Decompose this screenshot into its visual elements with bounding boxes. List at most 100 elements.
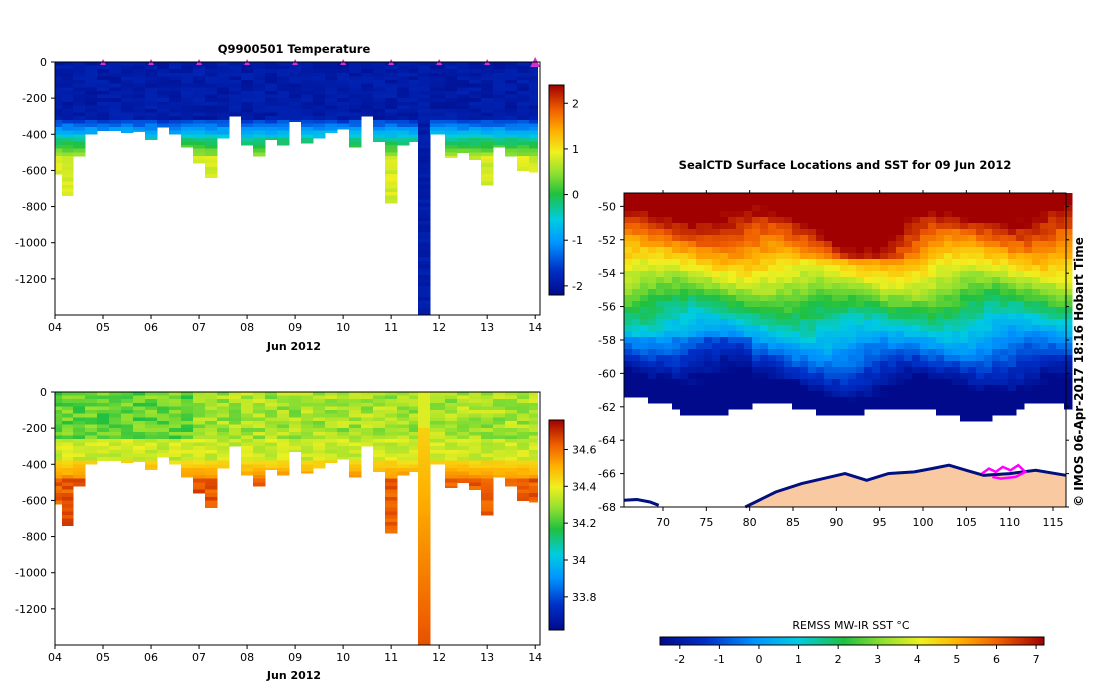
sst-cell	[856, 379, 865, 386]
sst-cell	[944, 313, 953, 320]
temperature-cell	[430, 108, 446, 113]
sst-cell	[952, 259, 961, 266]
sst-cell	[856, 253, 865, 260]
sst-cell	[744, 241, 753, 248]
sst-cell	[1040, 211, 1049, 218]
sst-cell	[712, 253, 721, 260]
sst-cell	[768, 349, 777, 356]
temperature-cell	[97, 108, 110, 113]
sst-cell	[720, 313, 729, 320]
salinity-cell	[457, 460, 470, 465]
salinity-cell	[73, 420, 86, 425]
salinity-cell	[418, 561, 431, 566]
sst-cell	[872, 289, 881, 296]
temperature-cell	[430, 101, 446, 106]
salinity-cell	[301, 420, 314, 425]
sst-cell	[880, 307, 889, 314]
sst-cell	[952, 301, 961, 308]
temperature-cell	[169, 90, 182, 95]
sst-cell	[912, 193, 921, 200]
sst-cell	[792, 223, 801, 230]
sst-cell	[912, 367, 921, 374]
sst-cell	[832, 373, 841, 380]
salinity-cell	[157, 453, 170, 458]
sst-cell	[1064, 205, 1073, 212]
temperature-cell	[301, 141, 314, 144]
sst-cell	[776, 211, 785, 218]
temperature-cell	[418, 94, 431, 99]
sst-cell	[624, 289, 633, 296]
sst-cell	[672, 379, 681, 386]
sst-cell	[816, 235, 825, 242]
salinity-cell	[145, 410, 158, 415]
salinity-cell	[325, 410, 338, 415]
temperature-cell	[289, 119, 302, 123]
temperature-cell	[361, 94, 374, 99]
salinity-cell	[62, 420, 74, 425]
sst-cell	[856, 217, 865, 224]
salinity-cell	[217, 410, 230, 415]
sst-cell	[632, 343, 641, 350]
sst-cell	[680, 409, 689, 416]
x-tick-label: 115	[1043, 516, 1064, 529]
sst-cell	[888, 229, 897, 236]
sst-cell	[808, 223, 817, 230]
temperature-cell	[301, 62, 314, 67]
salinity-cell	[418, 410, 431, 415]
x-tick-label: 07	[192, 321, 206, 334]
sst-cell	[936, 379, 945, 386]
sst-cell	[1056, 361, 1065, 368]
sst-cell	[824, 289, 833, 296]
salinity-cell	[445, 413, 458, 418]
sst-cell	[1016, 229, 1025, 236]
salinity-cell	[181, 453, 194, 458]
temperature-cell	[409, 69, 419, 74]
salinity-cell	[62, 406, 74, 411]
sst-cell	[640, 259, 649, 266]
sst-cell	[744, 379, 753, 386]
sst-cell	[880, 313, 889, 320]
sst-cell	[936, 289, 945, 296]
temperature-cell	[121, 116, 134, 121]
salinity-cell	[217, 438, 230, 443]
salinity-cell	[193, 475, 206, 480]
sst-cell	[1024, 247, 1033, 254]
salinity-cell	[193, 399, 206, 404]
salinity-cell	[418, 616, 431, 621]
temperature-cell	[418, 152, 431, 157]
salinity-cell	[133, 424, 146, 429]
sst-cell	[968, 367, 977, 374]
sst-cell	[728, 355, 737, 362]
salinity-cell	[373, 406, 386, 411]
temperature-cell	[397, 90, 410, 95]
sst-cell	[920, 259, 929, 266]
temperature-cell	[529, 137, 538, 142]
sst-cell	[1000, 343, 1009, 350]
sst-cell	[992, 385, 1001, 392]
salinity-cell	[121, 446, 134, 451]
sst-cell	[832, 199, 841, 206]
sst-cell	[808, 313, 817, 320]
y-tick-label: 0	[40, 386, 47, 399]
sst-cell	[736, 307, 745, 314]
salinity-cell	[73, 467, 86, 472]
salinity-cell	[481, 467, 494, 472]
sst-cell	[768, 241, 777, 248]
y-tick-label: -1000	[15, 567, 47, 580]
salinity-cell	[418, 565, 431, 570]
sst-cell	[912, 331, 921, 338]
temperature-cell	[133, 72, 146, 77]
temperature-cell	[157, 83, 170, 88]
sst-cell	[960, 403, 969, 410]
temperature-cell	[349, 72, 362, 77]
sst-cell	[848, 385, 857, 392]
temperature-cell	[418, 159, 431, 164]
sst-cell	[816, 397, 825, 404]
salinity-cell	[97, 402, 110, 407]
salinity-cell	[325, 417, 338, 422]
sst-cell	[992, 253, 1001, 260]
salinity-cell	[265, 453, 278, 458]
salinity-cell	[418, 428, 431, 433]
salinity-cell	[217, 402, 230, 407]
temperature-cell	[205, 141, 218, 146]
